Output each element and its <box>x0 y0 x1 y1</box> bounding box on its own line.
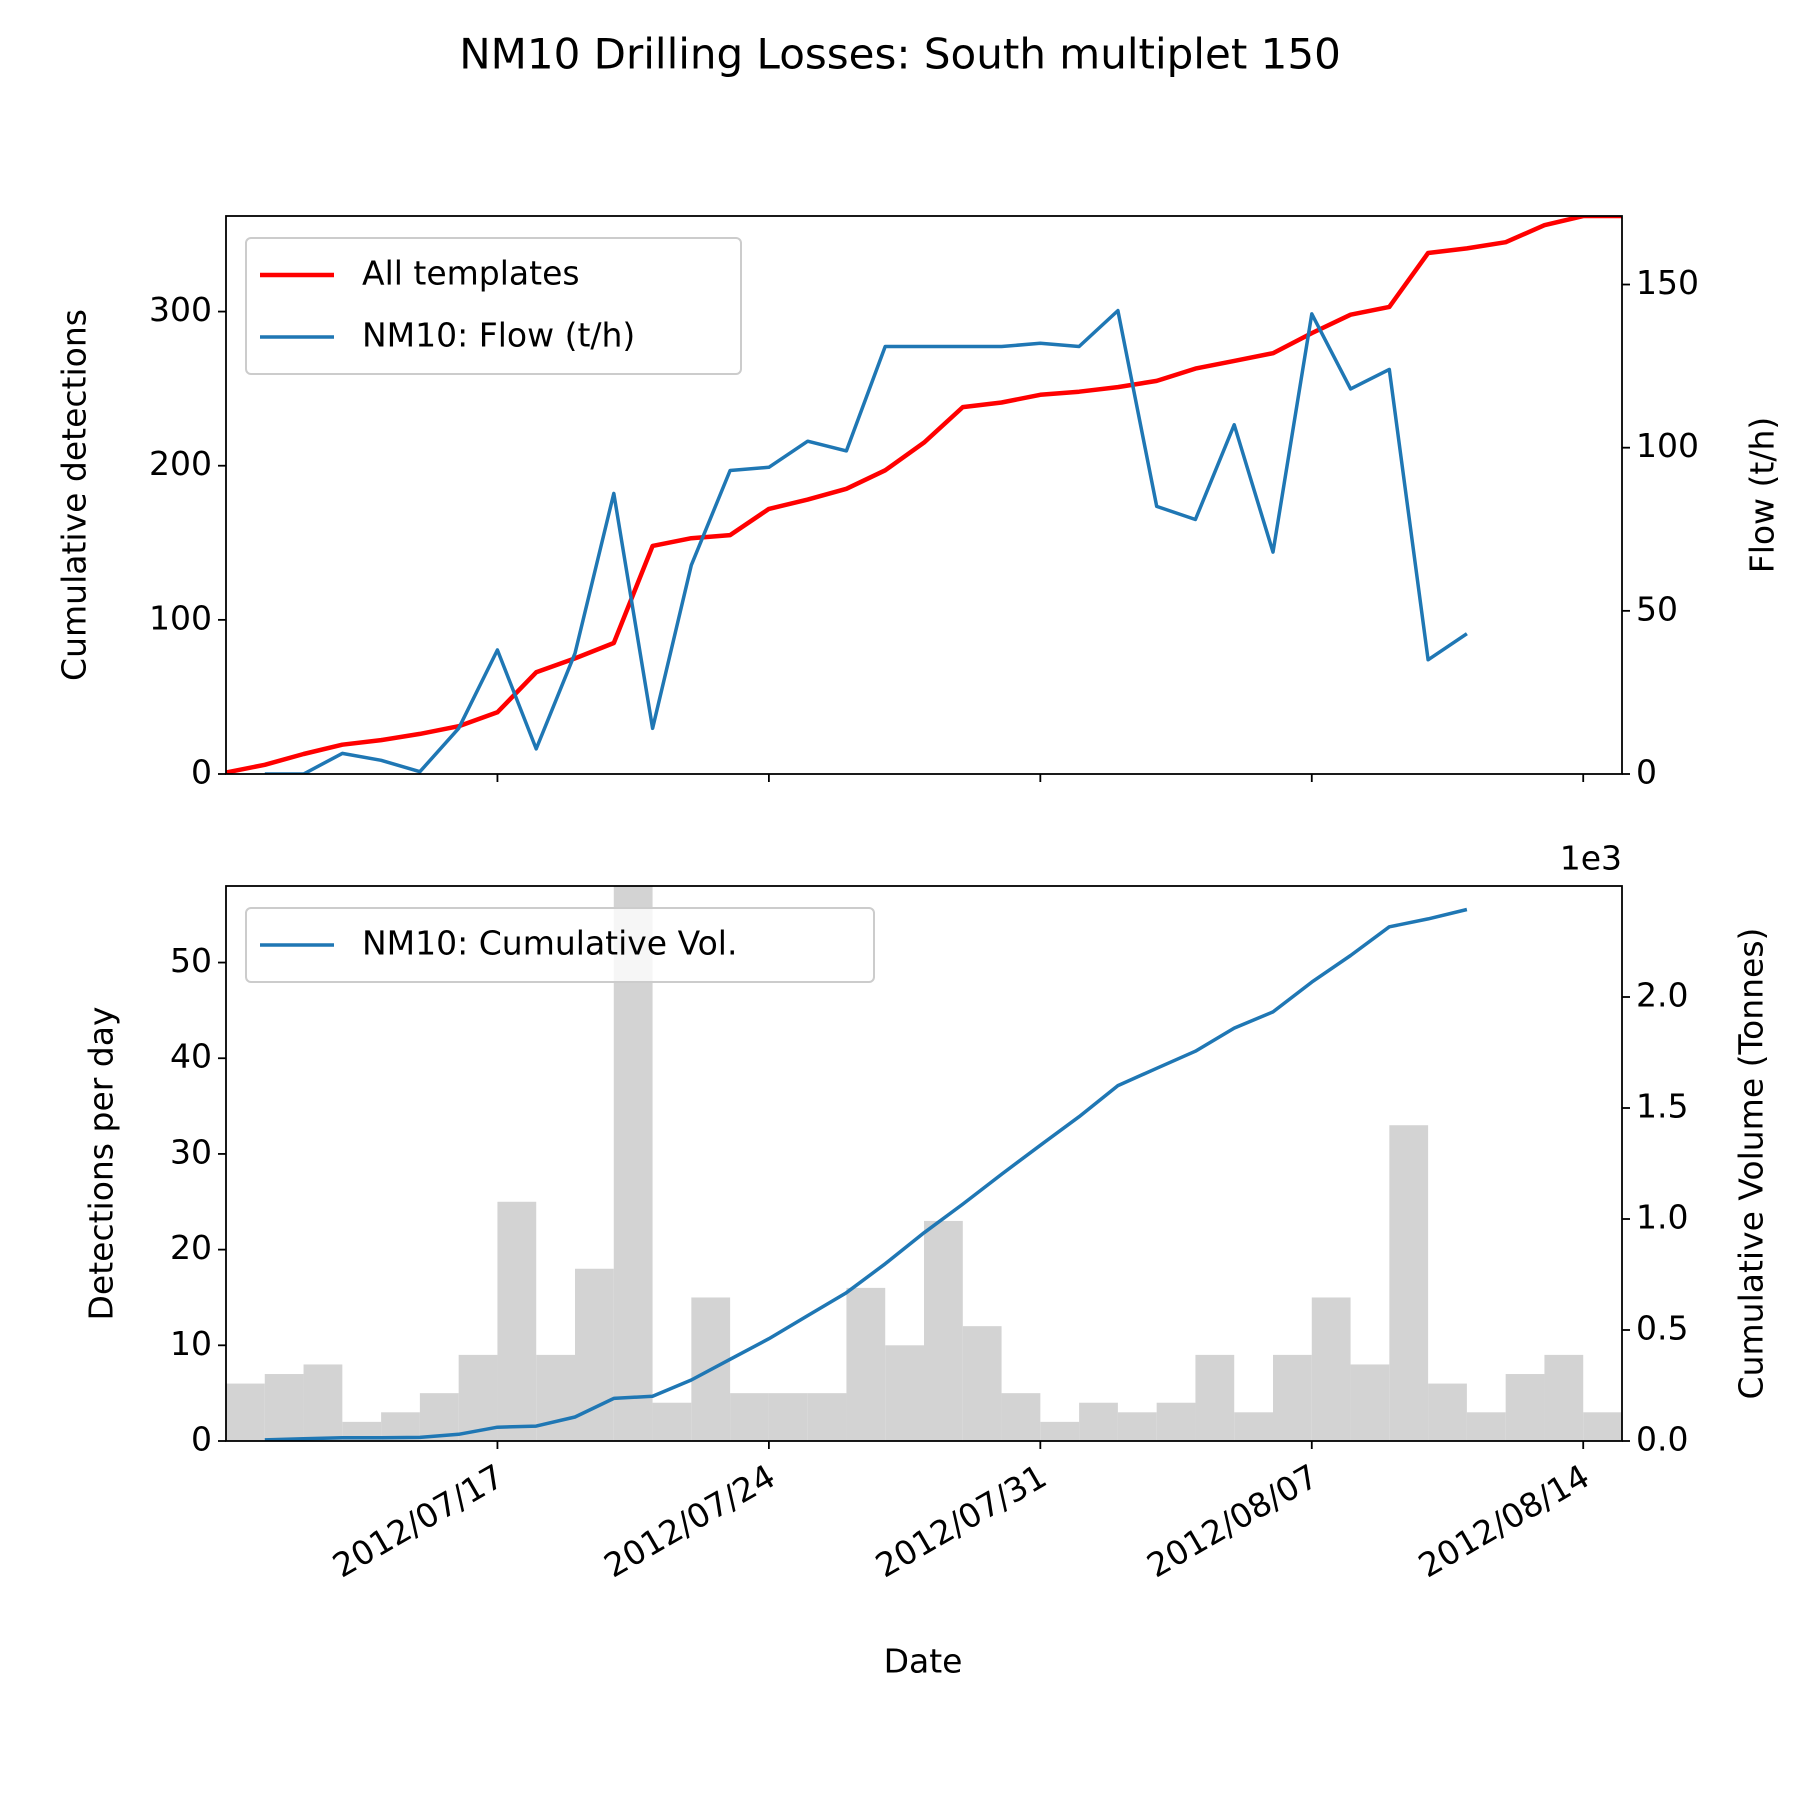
data-line <box>264 308 1468 774</box>
histogram-bar <box>1001 1393 1041 1441</box>
legend-box <box>245 907 875 983</box>
y-tick-label: 0 <box>191 1420 212 1459</box>
y-tick-label: 0 <box>191 753 212 792</box>
y-tick-label: 30 <box>170 1132 212 1171</box>
histogram-bar <box>730 1393 769 1441</box>
histogram-bar <box>536 1354 575 1441</box>
histogram-bar <box>924 1220 963 1441</box>
plot-area <box>226 886 1622 1441</box>
histogram-bar <box>497 1201 537 1441</box>
plot-area <box>226 216 1622 774</box>
histogram-bar <box>1117 1412 1157 1441</box>
y2-tick-label: 1.5 <box>1636 1087 1688 1126</box>
y2-tick-label: 0.0 <box>1636 1420 1688 1459</box>
histogram-bar <box>1234 1412 1273 1441</box>
histogram-bar <box>652 1402 692 1441</box>
y2-tick-label: 1.0 <box>1636 1198 1688 1237</box>
legend-label: NM10: Flow (t/h) <box>362 316 635 355</box>
legend-label: NM10: Cumulative Vol. <box>362 924 737 963</box>
histogram-bar <box>1428 1383 1467 1441</box>
histogram-bar <box>1389 1125 1429 1441</box>
y2-tick-label: 100 <box>1636 426 1699 465</box>
histogram-bar <box>419 1393 459 1441</box>
histogram-bar <box>1505 1374 1545 1441</box>
histogram-bar <box>1583 1412 1622 1441</box>
histogram-bar <box>768 1393 808 1441</box>
y2-offset-label: 1e3 <box>1560 839 1622 878</box>
axes-frame <box>225 885 1623 1442</box>
legend-label: All templates <box>362 254 580 293</box>
y-tick-label: 10 <box>170 1324 212 1363</box>
figure-title: NM10 Drilling Losses: South multiplet 15… <box>459 30 1341 79</box>
histogram-bar <box>1040 1421 1080 1441</box>
histogram-bar <box>1195 1354 1235 1441</box>
y-tick-label: 300 <box>149 290 212 329</box>
data-line <box>264 907 1468 1441</box>
histogram-bar <box>846 1287 886 1441</box>
histogram-bar <box>1466 1412 1506 1441</box>
y2-tick-label: 50 <box>1636 589 1678 628</box>
histogram-bar <box>1156 1402 1196 1441</box>
histogram-bar <box>1544 1354 1584 1441</box>
histogram-bar <box>962 1326 1002 1441</box>
histogram-bar <box>303 1364 343 1441</box>
histogram-bar <box>1079 1402 1118 1441</box>
axes-frame <box>225 215 1623 775</box>
x-axis-label: Date <box>884 1642 963 1681</box>
y2-tick-label: 0.5 <box>1636 1309 1688 1348</box>
histogram-bar <box>1350 1364 1390 1441</box>
y-axis-label: Detections per day <box>82 1007 121 1321</box>
histogram-bar <box>885 1345 924 1441</box>
y2-axis-label: Flow (t/h) <box>1743 417 1782 574</box>
histogram-bar <box>264 1374 304 1441</box>
legend-box <box>245 237 742 375</box>
y-axis-label: Cumulative detections <box>55 309 94 681</box>
y2-tick-label: 150 <box>1636 263 1699 302</box>
y2-tick-label: 2.0 <box>1636 976 1688 1015</box>
y-tick-label: 100 <box>149 598 212 637</box>
y-tick-label: 20 <box>170 1228 212 1267</box>
y2-tick-label: 0 <box>1636 753 1657 792</box>
histogram-bar <box>1273 1354 1312 1441</box>
histogram-bar <box>1311 1297 1351 1441</box>
histogram-bar <box>226 1383 265 1441</box>
y2-axis-label: Cumulative Volume (Tonnes) <box>1732 928 1771 1400</box>
histogram-bar <box>807 1393 847 1441</box>
y-tick-label: 40 <box>170 1037 212 1076</box>
y-tick-label: 50 <box>170 941 212 980</box>
y-tick-label: 200 <box>149 444 212 483</box>
